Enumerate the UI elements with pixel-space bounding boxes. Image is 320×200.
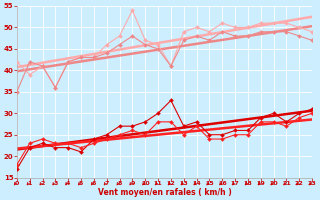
X-axis label: Vent moyen/en rafales ( km/h ): Vent moyen/en rafales ( km/h ) bbox=[98, 188, 231, 197]
